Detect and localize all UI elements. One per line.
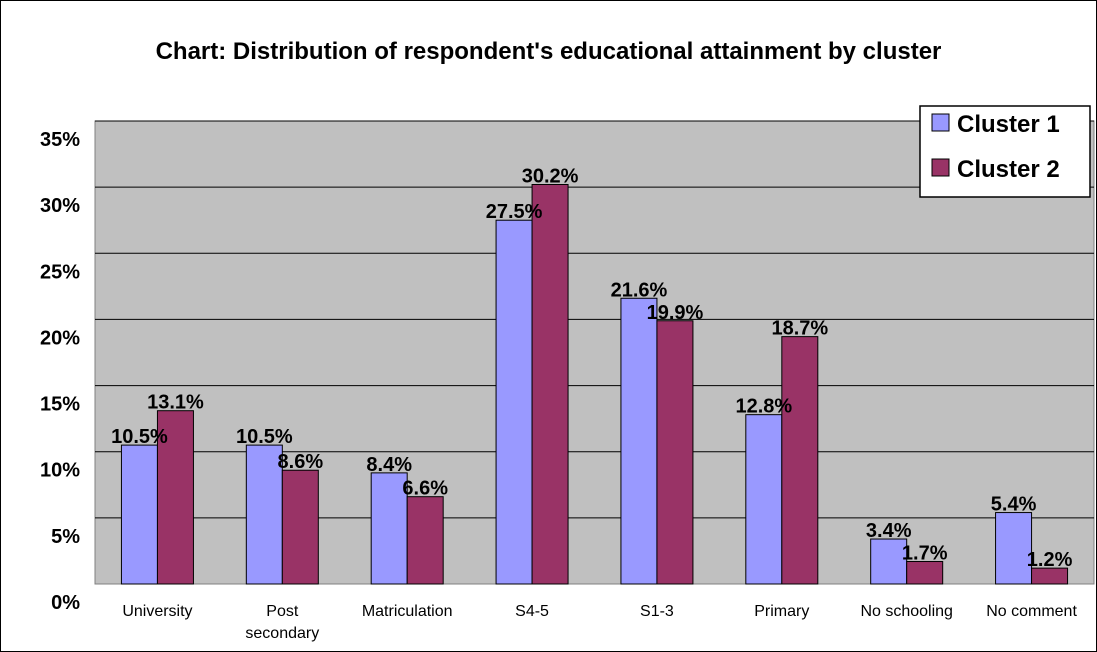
bar-cluster-1 xyxy=(995,512,1033,585)
data-label: 30.2% xyxy=(522,165,579,187)
data-label: 1.7% xyxy=(902,543,948,565)
data-label: 21.6% xyxy=(611,279,668,301)
bars xyxy=(120,183,1069,585)
data-label: 12.8% xyxy=(735,396,792,418)
legend-label: Cluster 2 xyxy=(957,156,1060,183)
legend-swatch xyxy=(931,113,950,132)
y-tick-label: 10% xyxy=(40,460,80,482)
bar-cluster-2 xyxy=(531,183,569,585)
x-tick-label: secondary xyxy=(245,625,319,642)
bar-cluster-1 xyxy=(245,444,283,585)
y-tick-label: 0% xyxy=(51,592,80,614)
data-label: 27.5% xyxy=(486,201,543,223)
data-label: 10.5% xyxy=(111,426,168,448)
x-tick-label: S4-5 xyxy=(515,603,549,620)
data-label: 6.6% xyxy=(402,478,448,500)
y-tick-label: 35% xyxy=(40,129,80,151)
x-tick-label: Post xyxy=(266,603,299,620)
x-tick-label: Primary xyxy=(754,603,809,620)
data-label: 19.9% xyxy=(647,302,704,324)
bar-cluster-1 xyxy=(495,219,533,585)
bar-cluster-1 xyxy=(120,444,158,585)
legend-label: Cluster 1 xyxy=(957,111,1060,138)
value-labels: 10.5% 13.1% 10.5% 8.6% 8.4%6.6% 27.5% 30.2% 21.… xyxy=(111,165,1072,571)
legend: Cluster 1 Cluster 2 xyxy=(919,105,1091,198)
data-label: 13.1% xyxy=(147,392,204,414)
bar-cluster-2 xyxy=(781,336,819,585)
bar-cluster-2 xyxy=(281,469,319,585)
bar-cluster-2 xyxy=(406,496,444,585)
x-tick-label: Matriculation xyxy=(362,603,453,620)
legend-swatch xyxy=(931,158,950,177)
data-label: 18.7% xyxy=(771,318,828,340)
y-tick-label: 20% xyxy=(40,327,80,349)
bar-cluster-2 xyxy=(656,320,694,585)
bar-cluster-2 xyxy=(156,410,194,585)
bar-cluster-2 xyxy=(906,561,944,585)
y-tick-label: 5% xyxy=(51,526,80,548)
y-tick-label: 30% xyxy=(40,195,80,217)
bar-cluster-1 xyxy=(745,414,783,585)
bar-cluster-1 xyxy=(370,472,408,585)
chart-title: Chart: Distribution of respondent's educ… xyxy=(155,38,942,65)
y-tick-label: 25% xyxy=(40,261,80,283)
x-tick-label: S1-3 xyxy=(640,603,674,620)
data-label: 8.6% xyxy=(278,451,324,473)
bar-cluster-1 xyxy=(620,297,658,585)
y-axis-ticks: 0% 5% 10% 15% 20% 25% 30% 35% xyxy=(40,129,80,614)
data-label: 10.5% xyxy=(236,426,293,448)
x-tick-label: No comment xyxy=(986,603,1077,620)
data-label: 3.4% xyxy=(866,520,912,542)
data-label: 8.4% xyxy=(366,454,412,476)
data-label: 5.4% xyxy=(991,494,1037,516)
x-tick-label: University xyxy=(122,603,192,620)
y-tick-label: 15% xyxy=(40,394,80,416)
bar-cluster-2 xyxy=(1031,567,1069,585)
bar-cluster-1 xyxy=(870,538,908,585)
data-label: 1.2% xyxy=(1027,549,1073,571)
x-tick-label: No schooling xyxy=(860,603,953,620)
x-axis-ticks: University Post secondary Matriculation S4-5… xyxy=(122,603,1077,642)
